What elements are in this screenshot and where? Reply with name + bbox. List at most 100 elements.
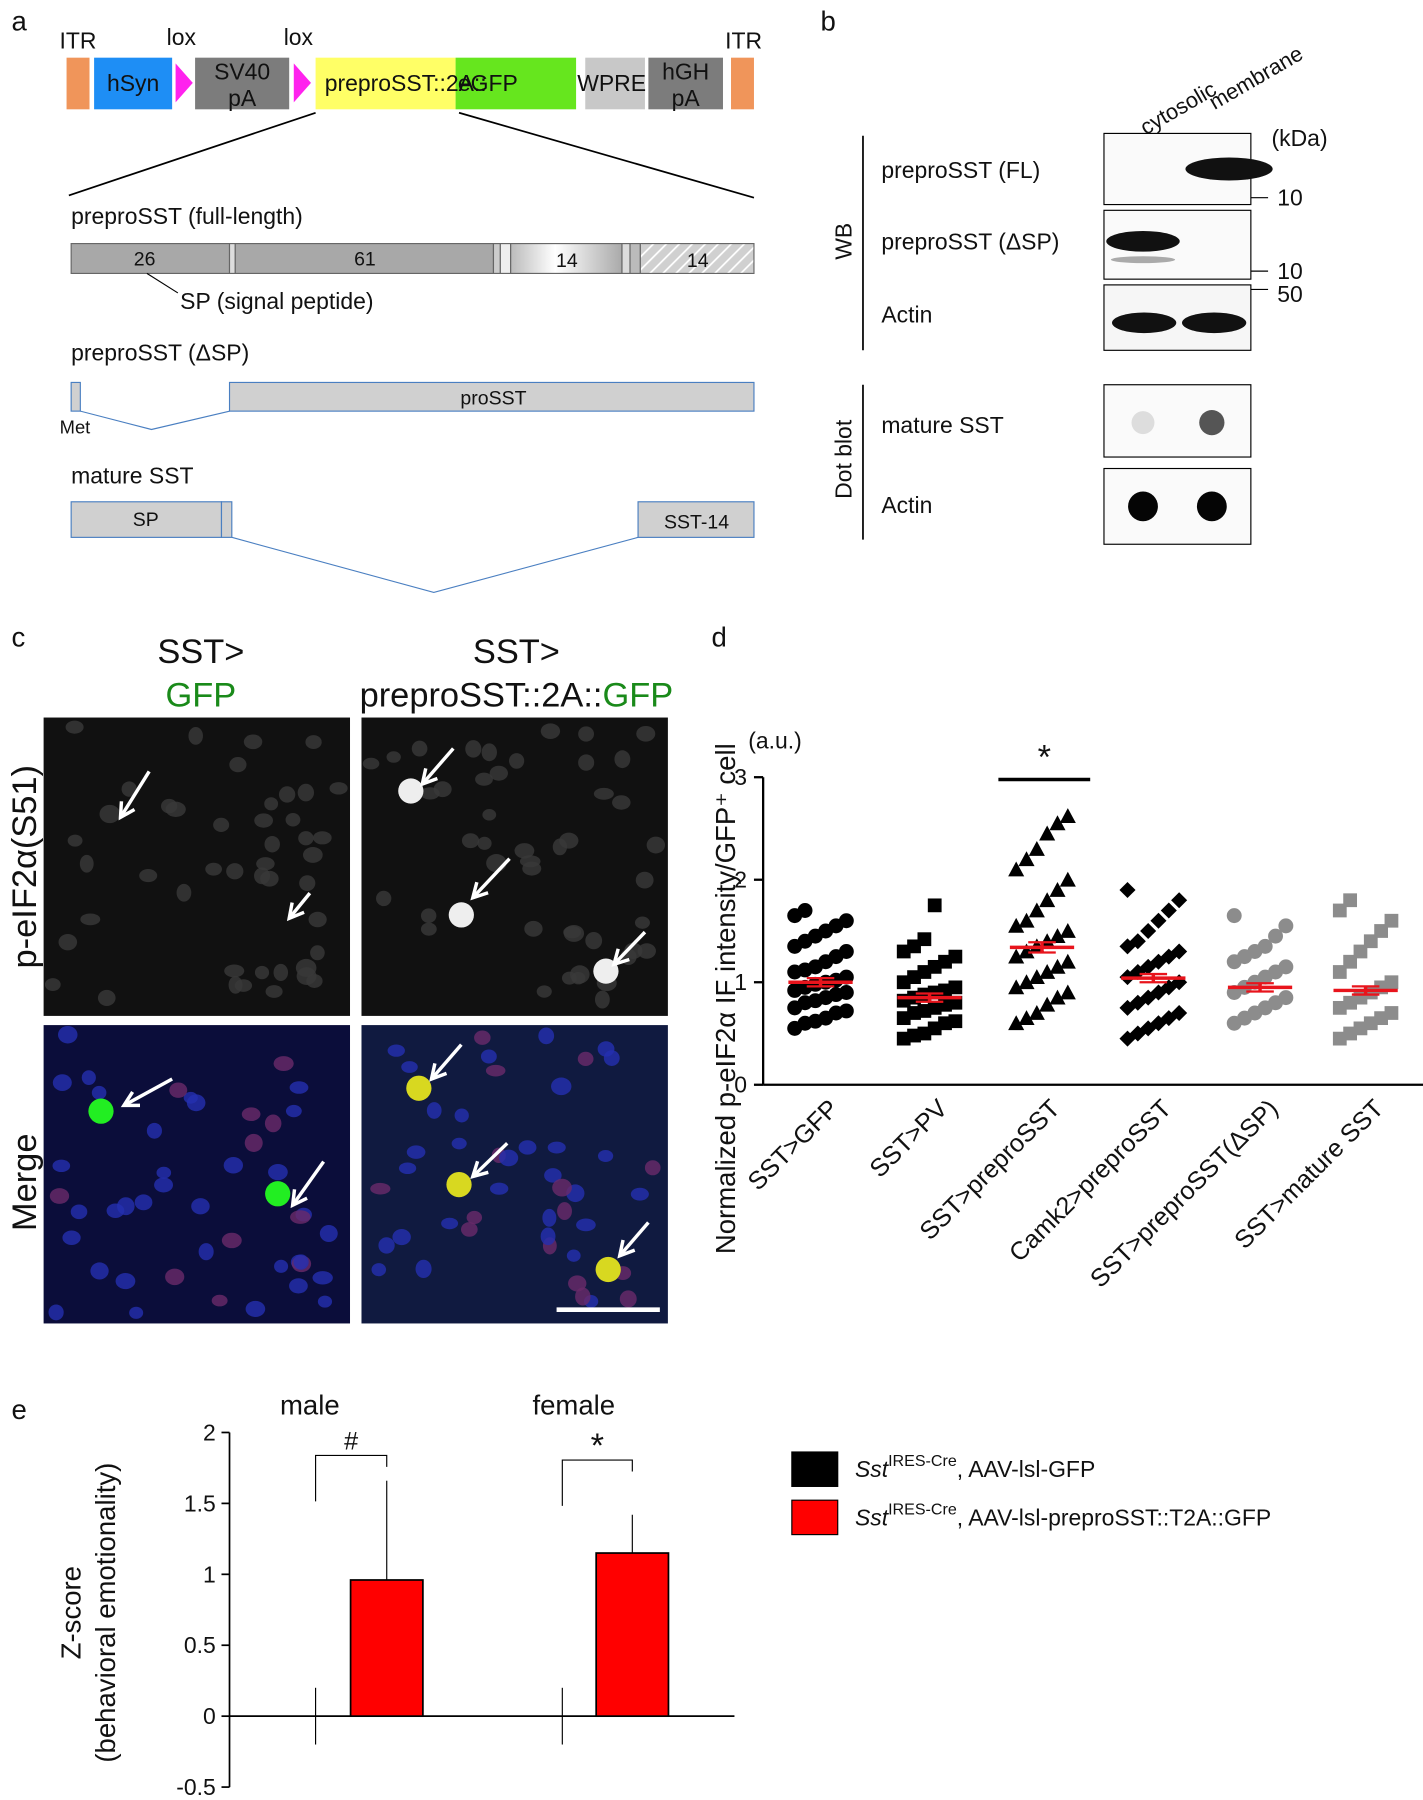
data-point bbox=[1008, 861, 1025, 877]
legend-swatch bbox=[791, 1451, 839, 1487]
data-point bbox=[1226, 908, 1242, 924]
arrow-head bbox=[470, 881, 489, 901]
nucleus bbox=[329, 782, 348, 795]
nucleus bbox=[290, 1210, 311, 1224]
nucleus bbox=[568, 1275, 587, 1292]
cell bbox=[88, 1098, 114, 1124]
nucleus bbox=[176, 883, 192, 902]
category-label: male bbox=[280, 1389, 340, 1420]
nucleus bbox=[597, 1150, 614, 1162]
segment-label: 14 bbox=[687, 250, 709, 272]
nucleus bbox=[186, 1094, 206, 1112]
nucleus bbox=[226, 863, 244, 880]
nucleus bbox=[489, 765, 508, 781]
legend-allele: IRES-Cre bbox=[888, 1452, 957, 1470]
data-point bbox=[1278, 959, 1294, 975]
arrow bbox=[291, 1160, 326, 1207]
micrograph-column: GFP bbox=[165, 677, 236, 715]
protein-dsp bbox=[70, 381, 755, 431]
data-point bbox=[1028, 840, 1045, 856]
nucleus bbox=[378, 1237, 395, 1254]
data-point bbox=[948, 980, 963, 995]
y-axis-label: Normalized p-eIF2α IF intensity/GFP⁺ cel… bbox=[710, 743, 741, 1254]
data-point bbox=[1039, 996, 1056, 1012]
nucleus bbox=[612, 795, 631, 810]
nucleus bbox=[313, 831, 332, 845]
nucleus bbox=[254, 813, 274, 828]
data-point bbox=[1160, 902, 1177, 919]
data-point bbox=[1129, 1025, 1146, 1042]
nucleus bbox=[465, 740, 482, 758]
nucleus bbox=[577, 1051, 594, 1067]
data-point bbox=[1384, 975, 1399, 990]
arrow-head bbox=[118, 801, 136, 821]
nucleus bbox=[578, 726, 595, 742]
arrow bbox=[430, 1043, 463, 1081]
bar bbox=[595, 1552, 670, 1718]
nucleus bbox=[57, 1025, 78, 1044]
nucleus bbox=[260, 870, 279, 887]
cell bbox=[398, 778, 424, 804]
nucleus bbox=[97, 989, 116, 1007]
nucleus bbox=[139, 869, 158, 883]
nucleus bbox=[244, 1133, 263, 1152]
nucleus bbox=[273, 1056, 294, 1072]
construct-label: lox bbox=[167, 24, 197, 50]
nucleus bbox=[614, 750, 631, 769]
arrow bbox=[119, 770, 151, 819]
arrow-head bbox=[120, 1090, 141, 1108]
panel-label: d bbox=[712, 622, 727, 653]
nucleus bbox=[646, 836, 666, 854]
data-point bbox=[1049, 928, 1066, 943]
y-unit: (a.u.) bbox=[748, 727, 802, 753]
nucleus bbox=[65, 720, 84, 734]
nucleus bbox=[566, 1249, 581, 1262]
y-tick-label: 1 bbox=[734, 969, 747, 995]
nucleus bbox=[285, 812, 301, 827]
construct-element bbox=[648, 57, 723, 110]
nucleus bbox=[540, 723, 561, 739]
data-point bbox=[1018, 974, 1035, 990]
micrograph-column-part: preproSST::2A:: bbox=[360, 677, 603, 715]
nucleus bbox=[474, 1030, 491, 1045]
y-tick-label: 0 bbox=[734, 1072, 747, 1098]
nucleus bbox=[305, 735, 322, 750]
cell bbox=[595, 1256, 621, 1283]
blot-marker: 10 bbox=[1277, 185, 1303, 211]
data-point bbox=[1059, 922, 1076, 938]
nucleus bbox=[191, 1198, 210, 1215]
arrow-head bbox=[470, 1160, 489, 1180]
nucleus bbox=[289, 1081, 309, 1094]
arrow-head bbox=[429, 1062, 448, 1082]
construct-text: hGH bbox=[662, 58, 709, 84]
data-point bbox=[838, 913, 854, 929]
blot-marker: 10 bbox=[1277, 258, 1303, 284]
nucleus bbox=[578, 754, 595, 771]
arrow bbox=[421, 747, 455, 786]
data-point bbox=[1059, 871, 1076, 887]
nucleus bbox=[134, 1194, 153, 1211]
nucleus bbox=[62, 1230, 81, 1245]
nucleus bbox=[79, 854, 94, 873]
nucleus bbox=[475, 772, 493, 786]
nucleus bbox=[544, 1168, 562, 1183]
protein-title: preproSST (ΔSP) bbox=[71, 340, 249, 366]
data-point bbox=[1150, 912, 1167, 929]
nucleus bbox=[518, 1140, 537, 1155]
nucleus bbox=[561, 971, 577, 985]
category-label: female bbox=[532, 1389, 615, 1420]
nucleus bbox=[278, 786, 296, 803]
data-point bbox=[1008, 948, 1025, 964]
data-point bbox=[1049, 989, 1066, 1005]
data-point bbox=[1171, 943, 1188, 960]
nucleus bbox=[415, 1259, 432, 1279]
data-point bbox=[948, 1014, 963, 1029]
nucleus bbox=[575, 1287, 591, 1306]
nucleus bbox=[243, 734, 263, 750]
nucleus bbox=[593, 787, 614, 800]
arrow-head bbox=[290, 1189, 308, 1209]
nucleus bbox=[540, 1227, 556, 1246]
nucleus bbox=[298, 831, 314, 846]
nucleus bbox=[285, 1104, 302, 1118]
nucleus bbox=[398, 1162, 417, 1175]
